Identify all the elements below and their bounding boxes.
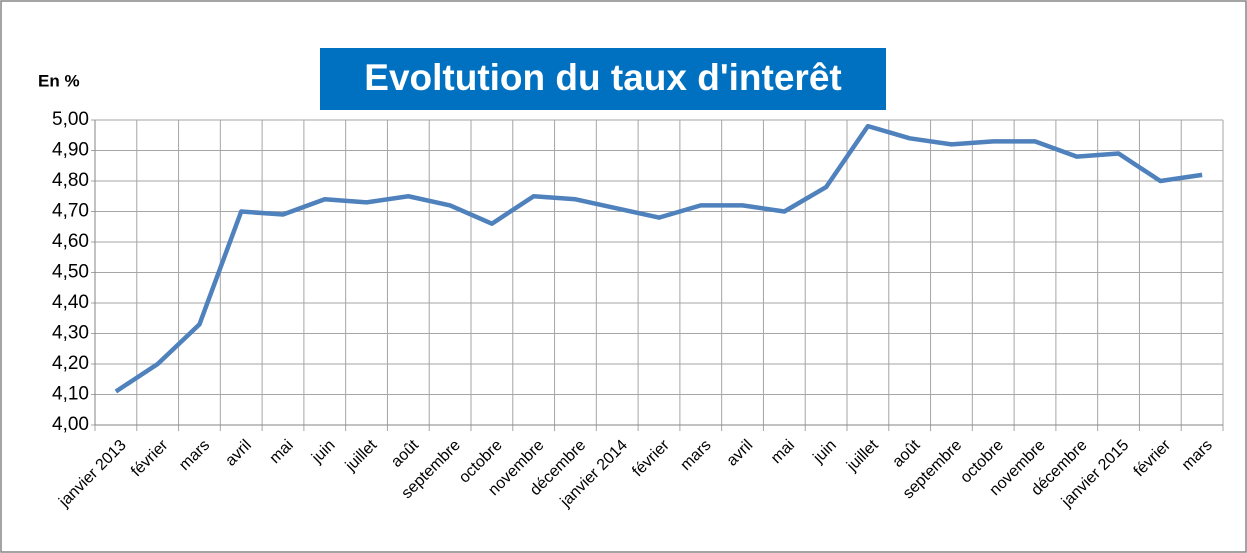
line-series xyxy=(114,123,1203,394)
y-tick-label: 5,00 xyxy=(52,109,89,130)
y-axis-label: En % xyxy=(38,71,80,90)
y-tick-label: 4,00 xyxy=(52,414,89,435)
y-tick-label: 4,80 xyxy=(52,170,89,191)
y-tick-label: 4,20 xyxy=(52,353,89,374)
chart-title: Evoltution du taux d'interêt xyxy=(364,57,841,98)
y-tick-label: 4,50 xyxy=(52,262,89,283)
y-tick-label: 4,10 xyxy=(52,384,89,405)
y-tick-label: 4,70 xyxy=(52,201,89,222)
title-box xyxy=(320,48,886,110)
y-tick-label: 4,30 xyxy=(52,323,89,344)
y-tick-label: 4,60 xyxy=(52,231,89,252)
y-tick-label: 4,90 xyxy=(52,140,89,161)
y-tick-label: 4,40 xyxy=(52,292,89,313)
